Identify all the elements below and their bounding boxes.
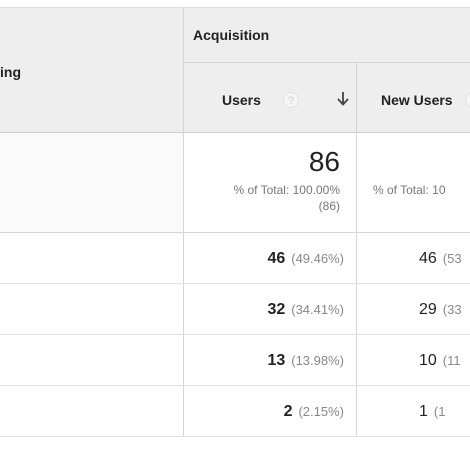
new-users-total-cell: % of Total: 10 — [356, 133, 470, 233]
dimension-column-label: ing — [0, 64, 21, 80]
new-users-percent: (1 — [433, 404, 446, 419]
new-users-percent: (53 — [442, 251, 462, 266]
table-row-dimension[interactable] — [0, 233, 183, 284]
table-row-users-cell: 2 (2.15%) — [183, 386, 356, 437]
table-row-new-users-cell: 10 (11 — [356, 335, 470, 386]
new-users-total-percent: % of Total: 10 — [373, 183, 446, 197]
table-row-dimension[interactable] — [0, 284, 183, 335]
users-percent: (49.46%) — [291, 251, 344, 266]
new-users-value: 46 — [419, 250, 437, 267]
users-value: 32 — [267, 301, 286, 318]
users-percent: (13.98%) — [291, 353, 344, 368]
totals-dimension-cell — [0, 133, 183, 233]
table-row-new-users-cell: 29 (33 — [356, 284, 470, 335]
new-users-percent: (33 — [442, 302, 462, 317]
acquisition-group-label: Acquisition — [193, 27, 270, 43]
new-users-column-label: New Users — [381, 92, 453, 108]
users-percent: (2.15%) — [298, 404, 344, 419]
dimension-column-header[interactable]: ing — [0, 7, 183, 133]
new-users-value: 1 — [419, 403, 428, 420]
table-row-new-users-cell: 1 (1 — [356, 386, 470, 437]
new-users-percent: (11 — [442, 353, 461, 368]
table-row-dimension[interactable] — [0, 386, 183, 437]
users-total-cell: 86 % of Total: 100.00% (86) — [183, 133, 356, 233]
table-row-dimension[interactable] — [0, 335, 183, 386]
help-icon[interactable]: ? — [283, 92, 299, 108]
users-value: 46 — [267, 250, 286, 267]
acquisition-group-header: Acquisition — [183, 7, 470, 63]
users-total-value: 86 — [308, 146, 340, 177]
new-users-value: 10 — [419, 352, 437, 369]
users-value: 2 — [283, 403, 293, 420]
users-total-count: (86) — [318, 199, 340, 213]
table-row-users-cell: 46 (49.46%) — [183, 233, 356, 284]
table-row-users-cell: 32 (34.41%) — [183, 284, 356, 335]
help-icon[interactable] — [465, 92, 470, 108]
new-users-value: 29 — [419, 301, 437, 318]
users-column-label: Users — [222, 92, 261, 108]
table-row-new-users-cell: 46 (53 — [356, 233, 470, 284]
users-total-percent: % of Total: 100.00% — [233, 183, 340, 197]
table-row-users-cell: 13 (13.98%) — [183, 335, 356, 386]
users-column-header[interactable]: Users ? — [183, 63, 356, 133]
users-percent: (34.41%) — [291, 302, 344, 317]
new-users-column-header[interactable]: New Users — [356, 63, 470, 133]
sort-descending-icon[interactable] — [336, 91, 350, 107]
users-value: 13 — [267, 352, 286, 369]
